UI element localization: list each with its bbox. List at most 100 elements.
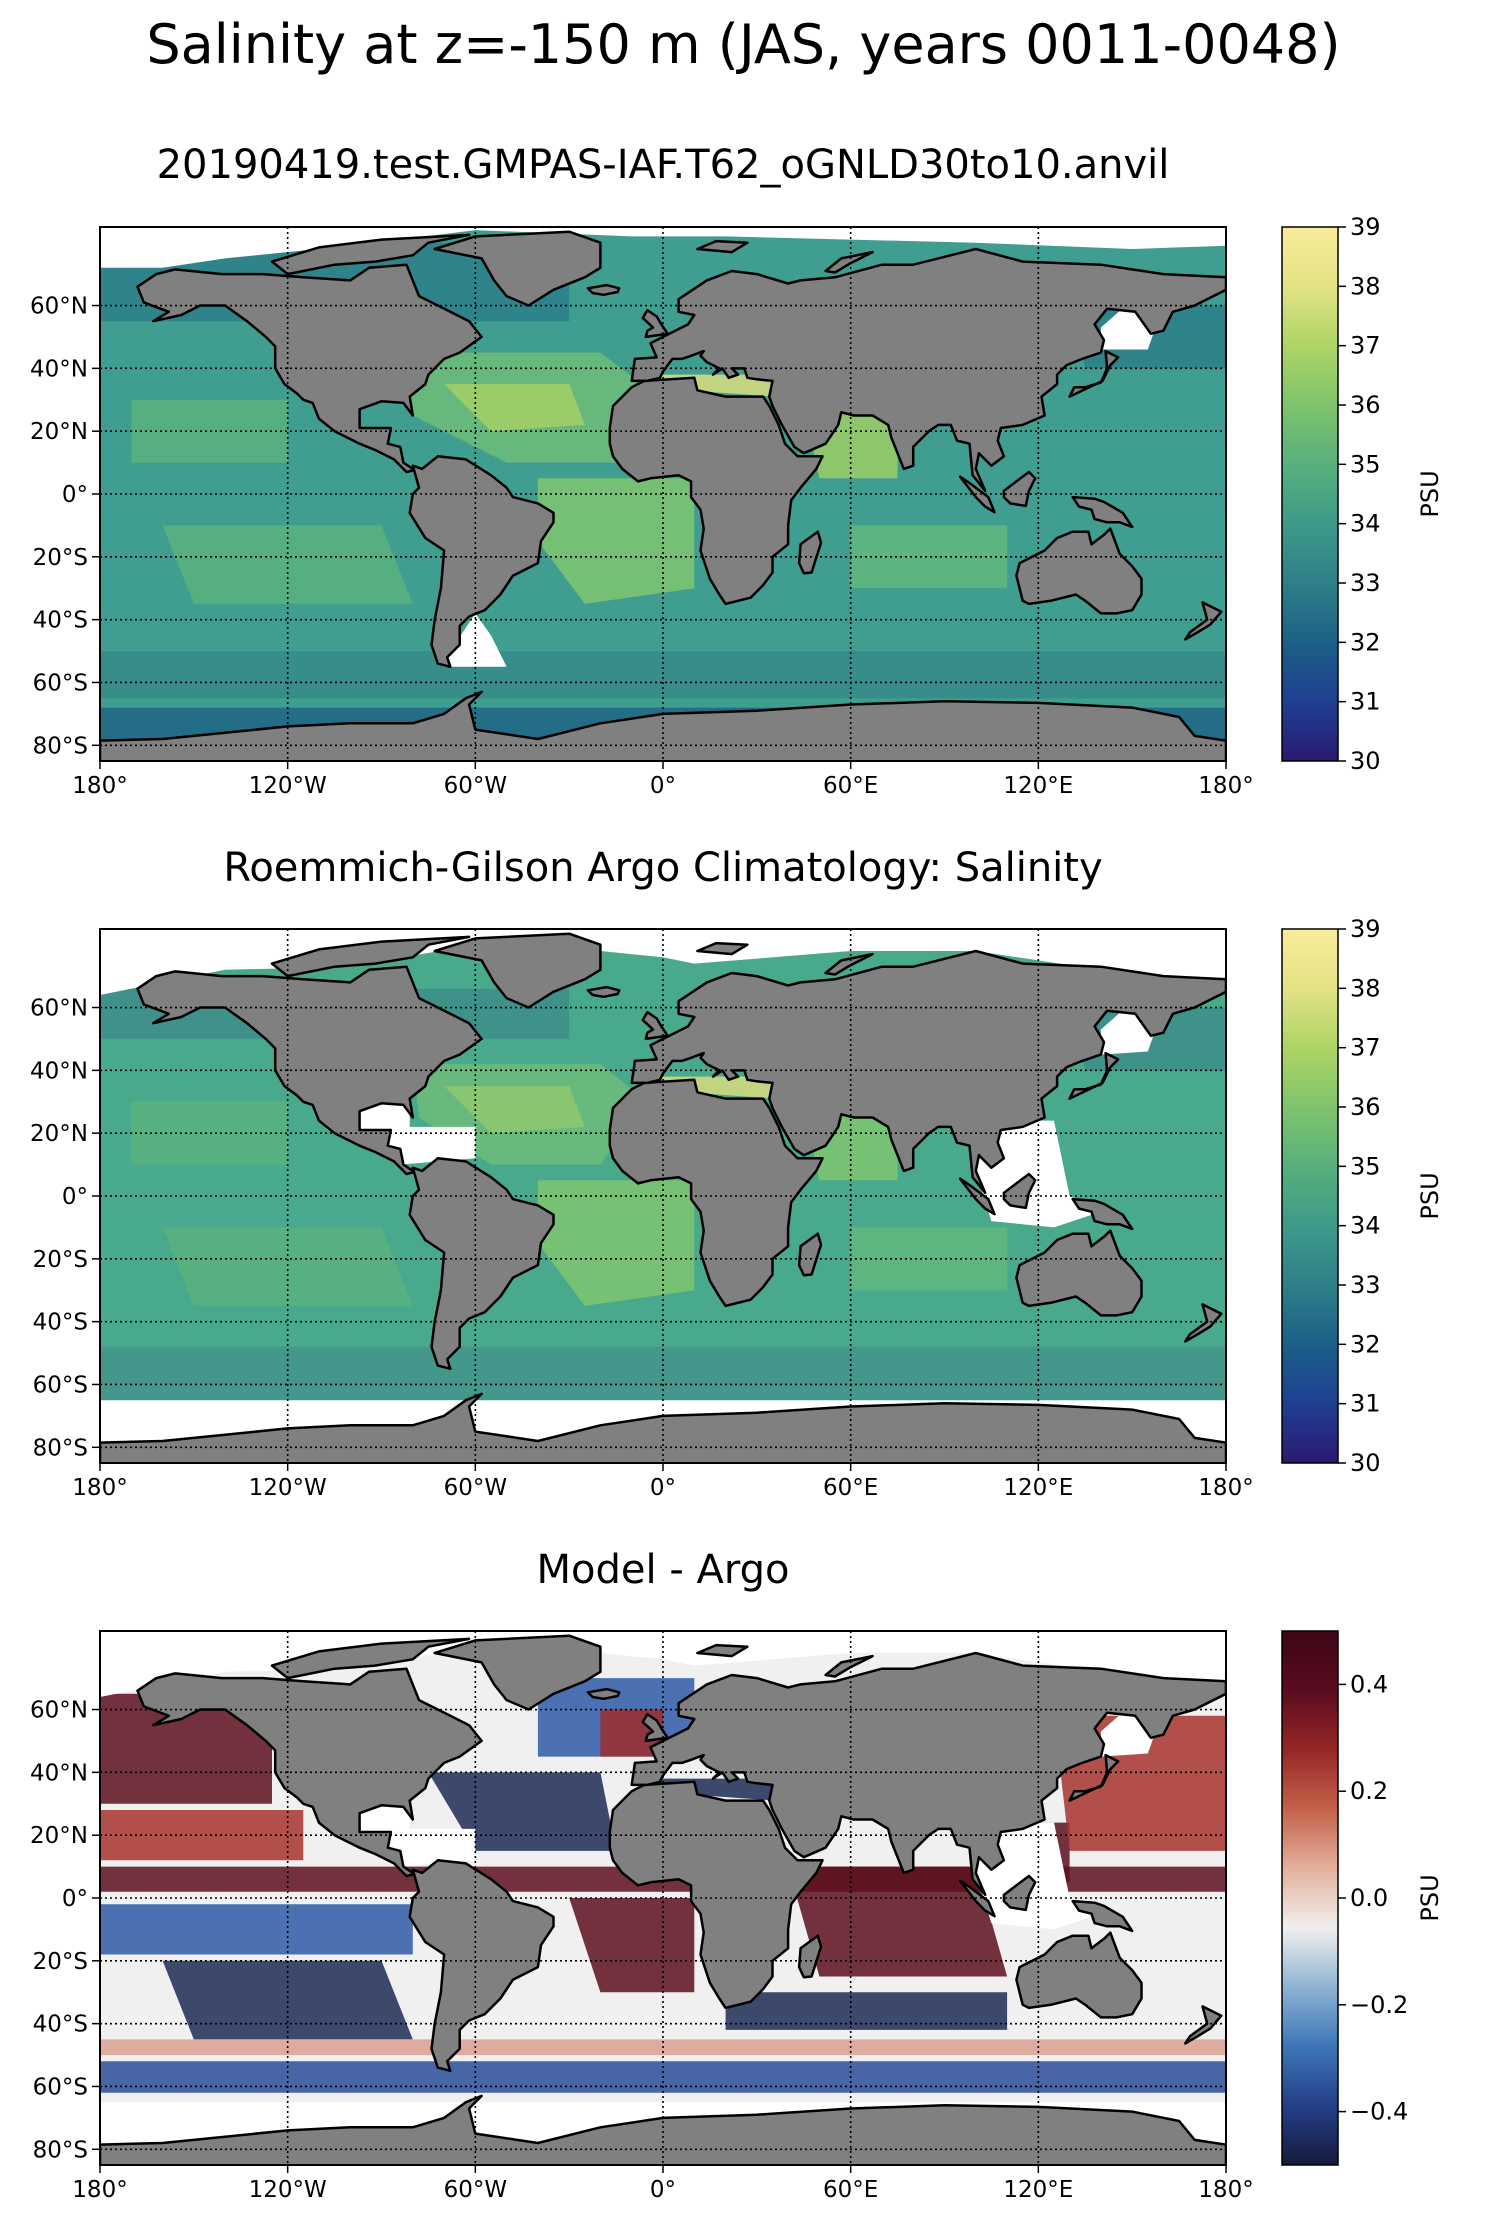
x-tick-label: 180° bbox=[1198, 773, 1253, 799]
y-tick-label: 20°N bbox=[30, 1823, 88, 1849]
field-patch bbox=[725, 1992, 1008, 2030]
land-antarctica bbox=[100, 1392, 1226, 1463]
field-patch bbox=[788, 1866, 1008, 1977]
field-patch bbox=[162, 525, 413, 604]
land-new-guinea bbox=[1071, 1899, 1134, 1933]
y-tick-label: 40°S bbox=[33, 2012, 88, 2038]
colorbar-tick-label: 39 bbox=[1350, 915, 1381, 943]
y-tick-label: 60°N bbox=[30, 1698, 88, 1724]
colorbar-tick-label: 37 bbox=[1350, 1034, 1381, 1062]
land-africa bbox=[608, 1078, 824, 1308]
colorbar-tick-label: 34 bbox=[1350, 1212, 1381, 1240]
x-tick-label: 180° bbox=[1198, 1475, 1253, 1501]
colorbar-tick-label: 30 bbox=[1350, 1449, 1381, 1477]
land-arctic-islands bbox=[270, 1637, 471, 1680]
map-panel-model: 180° 120°W 60°W 0° 60°E 120°E 180° 60°N 40°N 20°N… bbox=[30, 213, 1444, 799]
land-new-zealand bbox=[1184, 1303, 1223, 1343]
land-south-america bbox=[408, 1859, 555, 2073]
colorbar bbox=[1281, 226, 1339, 762]
land-madagascar bbox=[797, 1232, 823, 1277]
land-north-america bbox=[136, 1667, 483, 1878]
land-north-america bbox=[136, 965, 483, 1176]
y-tick-label: 40°N bbox=[30, 356, 88, 382]
land-greenland bbox=[433, 932, 602, 1009]
land-borneo bbox=[1002, 470, 1037, 508]
x-tick-label: 120°E bbox=[1003, 2177, 1073, 2203]
field-patch bbox=[131, 1101, 288, 1165]
colorbar-tick-label: 0.4 bbox=[1350, 1670, 1388, 1698]
land-new-zealand bbox=[1184, 2005, 1223, 2045]
colorbar-tick-label: 33 bbox=[1350, 569, 1381, 597]
field-patch bbox=[162, 1960, 413, 2040]
land-madagascar bbox=[797, 530, 823, 575]
land-novaya-zemlya bbox=[824, 250, 874, 274]
colorbar-tick-label: 0.0 bbox=[1350, 1884, 1388, 1912]
land-borneo bbox=[1002, 1874, 1037, 1912]
map-panel-bias: 180° 120°W 60°W 0° 60°E 120°E 180° 60°N 40°N 20°N… bbox=[30, 1630, 1444, 2203]
land-sumatra bbox=[958, 1879, 996, 1918]
panel-title-argo: Roemmich-Gilson Argo Climatology: Salini… bbox=[223, 845, 1103, 891]
y-tick-label: 80°S bbox=[33, 733, 88, 759]
colorbar bbox=[1281, 1630, 1339, 2166]
land-new-guinea bbox=[1071, 1197, 1134, 1231]
land-eurasia bbox=[630, 247, 1226, 493]
land-iceland bbox=[586, 985, 621, 999]
x-tick-label: 120°W bbox=[249, 1475, 327, 1501]
x-tick-label: 60°E bbox=[823, 773, 878, 799]
colorbar-tick-label: 32 bbox=[1350, 1330, 1381, 1358]
land-sumatra bbox=[958, 1177, 996, 1216]
colorbar-tick-label: 35 bbox=[1350, 450, 1381, 478]
y-tick-label: 80°S bbox=[33, 1435, 88, 1461]
field-patch bbox=[850, 525, 1008, 589]
colorbar-tick-label: 39 bbox=[1350, 213, 1381, 241]
y-tick-label: 20°S bbox=[33, 1247, 88, 1273]
y-tick-label: 0° bbox=[62, 1886, 88, 1912]
land-arctic-islands bbox=[270, 935, 471, 978]
field-patch bbox=[100, 651, 1226, 699]
x-tick-label: 180° bbox=[1198, 2177, 1253, 2203]
field-patch bbox=[444, 1086, 585, 1134]
land-japan bbox=[1068, 1051, 1120, 1100]
field-patch bbox=[537, 478, 695, 604]
land-africa bbox=[608, 376, 824, 606]
land-svalbard bbox=[696, 941, 749, 956]
x-tick-label: 0° bbox=[650, 773, 676, 799]
land-iceland bbox=[586, 1687, 621, 1701]
colorbar-tick-label: 36 bbox=[1350, 1093, 1381, 1121]
land-svalbard bbox=[696, 1643, 749, 1658]
colorbar-tick-label: 38 bbox=[1350, 974, 1381, 1002]
x-tick-label: 120°W bbox=[249, 2177, 327, 2203]
field-patch bbox=[100, 1346, 1226, 1401]
colorbar-tick-label: 36 bbox=[1350, 391, 1381, 419]
x-tick-label: 60°E bbox=[823, 1475, 878, 1501]
land-novaya-zemlya bbox=[824, 1654, 874, 1678]
colorbar-label: PSU bbox=[1416, 1874, 1444, 1921]
land-eurasia bbox=[630, 949, 1226, 1195]
x-tick-label: 120°E bbox=[1003, 1475, 1073, 1501]
colorbar-tick-label: 31 bbox=[1350, 688, 1381, 716]
land-africa bbox=[608, 1780, 824, 2010]
y-tick-label: 60°N bbox=[30, 996, 88, 1022]
field-patch bbox=[850, 1227, 1008, 1291]
colorbar-tick-label: 37 bbox=[1350, 332, 1381, 360]
land-greenland bbox=[433, 1634, 602, 1711]
colorbar-tick-label: 33 bbox=[1350, 1271, 1381, 1299]
x-tick-label: 120°E bbox=[1003, 773, 1073, 799]
y-tick-label: 80°S bbox=[33, 2137, 88, 2163]
land-south-america bbox=[408, 1157, 555, 1371]
land-japan bbox=[1068, 349, 1120, 398]
field-patch bbox=[537, 1180, 695, 1306]
land-antarctica bbox=[100, 690, 1226, 761]
x-tick-label: 0° bbox=[650, 2177, 676, 2203]
field-patch bbox=[444, 384, 585, 432]
y-tick-label: 60°S bbox=[33, 1372, 88, 1398]
land-new-zealand bbox=[1184, 601, 1223, 641]
missing-data-region bbox=[100, 227, 1226, 268]
colorbar-tick-label: −0.4 bbox=[1350, 2098, 1408, 2126]
x-tick-label: 120°W bbox=[249, 773, 327, 799]
missing-data-region bbox=[381, 1126, 476, 1165]
x-tick-label: 180° bbox=[72, 1475, 127, 1501]
colorbar-tick-label: 34 bbox=[1350, 510, 1381, 538]
land-south-america bbox=[408, 455, 555, 669]
land-eurasia bbox=[630, 1651, 1226, 1897]
